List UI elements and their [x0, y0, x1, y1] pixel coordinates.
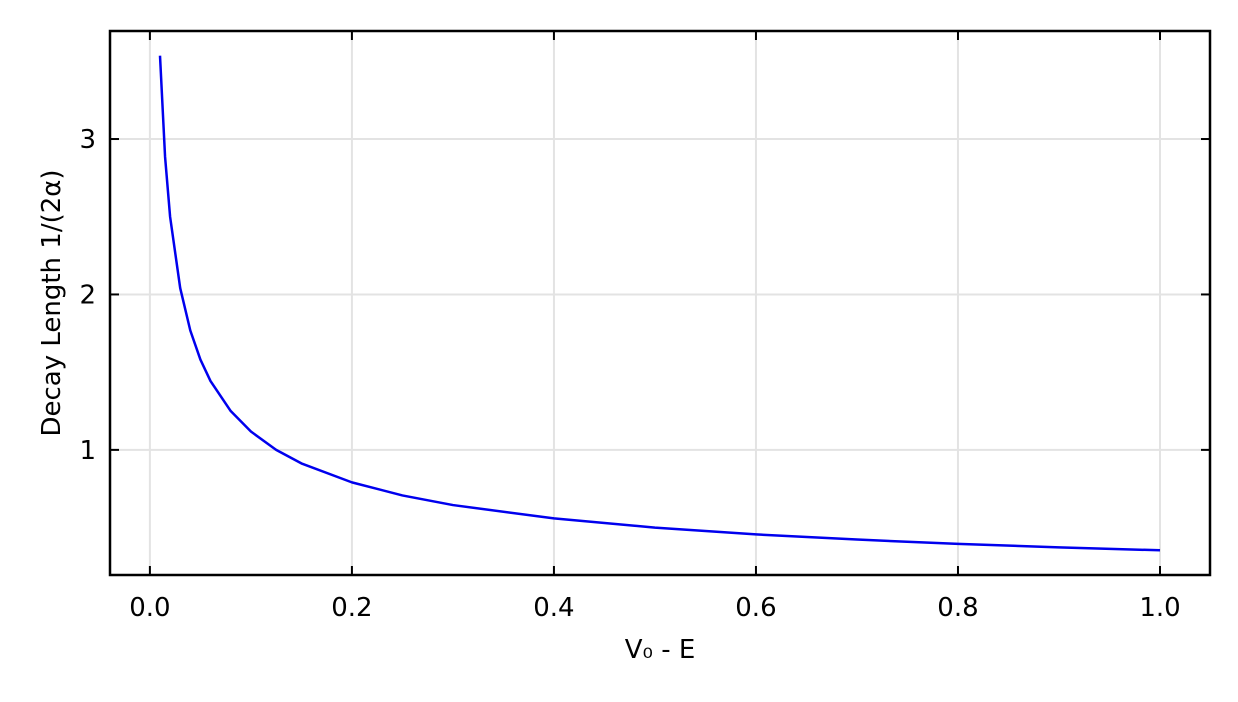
y-tick-label: 2 [79, 280, 96, 310]
plot-frame [108, 29, 1212, 577]
x-tick-label: 0.6 [735, 593, 776, 623]
y-axis-label: Decay Length 1/(2α) [37, 169, 67, 436]
y-tick-label: 3 [79, 125, 96, 155]
y-tick-label: 1 [79, 436, 96, 466]
x-tick-label: 0.2 [331, 593, 372, 623]
x-tick-label: 0.0 [129, 593, 170, 623]
line-series [158, 55, 1161, 552]
x-axis-label: V₀ - E [625, 635, 696, 665]
x-tick-label: 0.4 [533, 593, 574, 623]
x-tick-label: 1.0 [1139, 593, 1180, 623]
x-tick-label: 0.8 [937, 593, 978, 623]
